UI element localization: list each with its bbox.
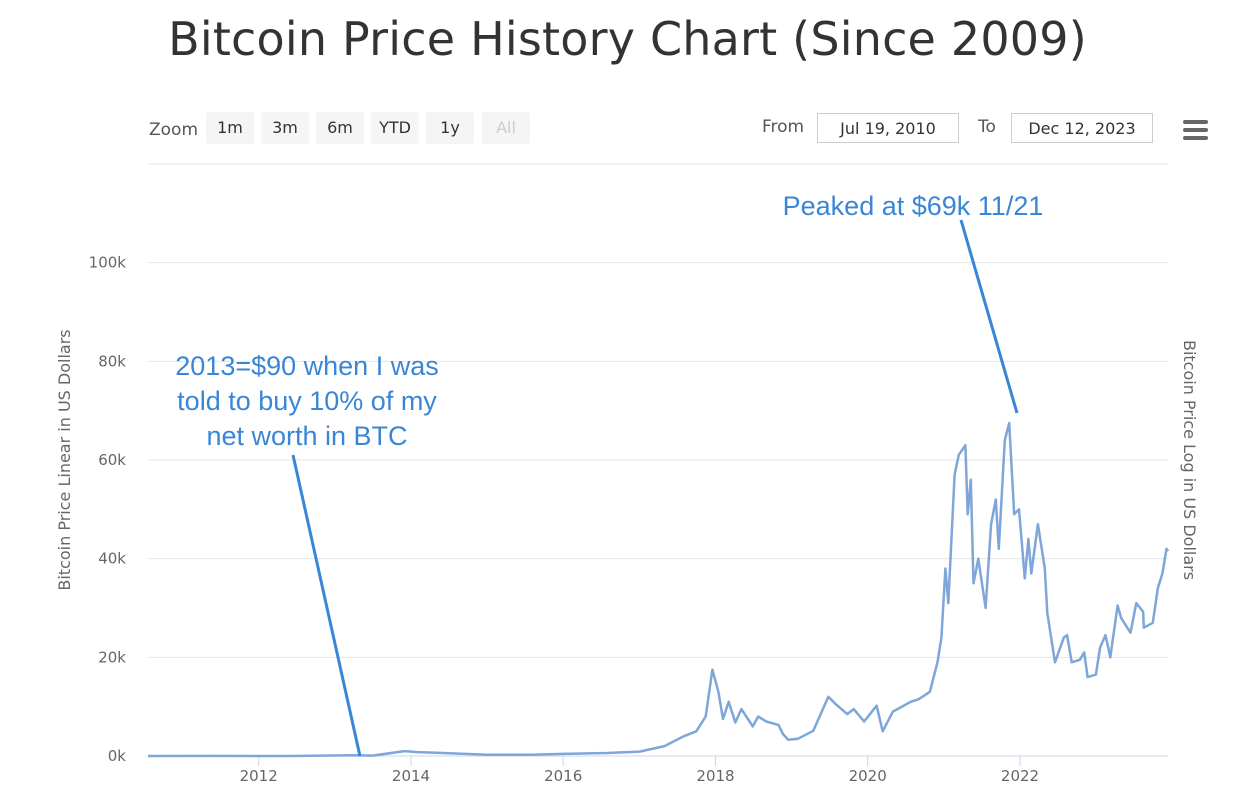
series-group xyxy=(147,421,1170,758)
price-series-line xyxy=(147,421,1170,758)
annotation-peak-text: Peaked at $69k 11/21 xyxy=(783,191,1044,221)
x-tick-label: 2020 xyxy=(849,767,887,785)
gridlines xyxy=(148,163,1168,757)
y-tick-label: 0k xyxy=(108,747,127,765)
annotation-2013-arrow xyxy=(291,454,362,757)
y-axis-ticks: 0k 20k 40k 60k 80k 100k xyxy=(89,254,127,765)
zoom-1m-button[interactable]: 1m xyxy=(206,112,254,144)
annotation-2013-text: net worth in BTC xyxy=(206,421,407,451)
zoom-label: Zoom xyxy=(149,120,199,140)
range-selector-toolbar: Zoom 1m 3m 6m YTD 1y All From Jul 19, 20… xyxy=(0,112,1255,146)
x-tick-label: 2014 xyxy=(392,767,430,785)
to-label: To xyxy=(978,117,996,137)
x-tick-label: 2022 xyxy=(1001,767,1039,785)
to-date-input[interactable]: Dec 12, 2023 xyxy=(1011,113,1153,143)
hamburger-menu-icon[interactable] xyxy=(1183,120,1208,140)
y-axis-title-right: Bitcoin Price Log in US Dollars xyxy=(1180,340,1199,580)
zoom-6m-button[interactable]: 6m xyxy=(316,112,364,144)
x-tick-label: 2016 xyxy=(544,767,582,785)
zoom-ytd-button[interactable]: YTD xyxy=(371,112,419,144)
from-label: From xyxy=(762,117,805,137)
y-tick-label: 100k xyxy=(89,254,127,272)
annotations: 2013=$90 when I was told to buy 10% of my… xyxy=(175,191,1044,757)
y-tick-label: 80k xyxy=(98,352,126,370)
zoom-1y-button[interactable]: 1y xyxy=(426,112,474,144)
x-axis-ticks: 2012 2014 2016 2018 2020 2022 xyxy=(240,756,1039,785)
y-tick-label: 60k xyxy=(98,451,126,469)
y-tick-label: 20k xyxy=(98,648,126,666)
annotation-2013-text: told to buy 10% of my xyxy=(177,386,437,416)
annotation-2013-text: 2013=$90 when I was xyxy=(175,351,438,381)
zoom-3m-button[interactable]: 3m xyxy=(261,112,309,144)
x-tick-label: 2012 xyxy=(240,767,278,785)
zoom-all-button[interactable]: All xyxy=(482,112,530,144)
y-axis-title-left: Bitcoin Price Linear in US Dollars xyxy=(55,329,74,590)
y-tick-label: 40k xyxy=(98,550,126,568)
from-date-input[interactable]: Jul 19, 2010 xyxy=(817,113,959,143)
annotation-peak-arrow xyxy=(959,219,1019,414)
x-tick-label: 2018 xyxy=(696,767,734,785)
chart-title: Bitcoin Price History Chart (Since 2009) xyxy=(168,12,1087,66)
